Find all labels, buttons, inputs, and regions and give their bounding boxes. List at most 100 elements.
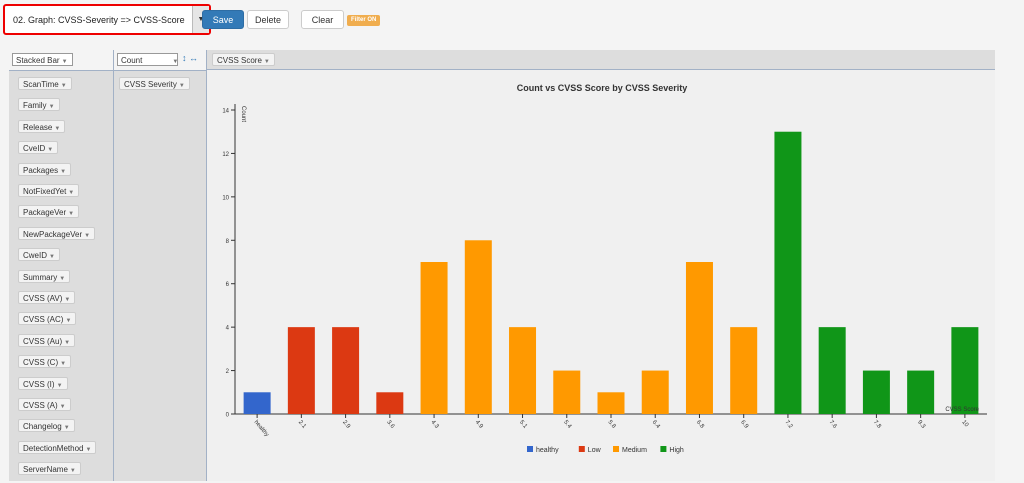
legend-label-high: High [669,447,684,454]
row-pill-label: CVSS Severity [124,80,177,89]
chevron-down-icon[interactable]: ▼ [85,446,92,453]
x-tick-label: 2.9 [341,419,351,430]
attribute-pill-label: CVSS (AC) [23,315,64,325]
attribute-pill-label: CVSS (A) [23,401,58,410]
x-tick-label: 4.9 [474,419,484,430]
attribute-pill[interactable]: CweID ▼ [18,248,60,262]
attribute-pill-label: DetectionMethod [23,443,84,453]
chevron-down-icon[interactable]: ▼ [54,125,61,132]
x-tick-label: 5.1 [518,419,528,430]
bar-medium-6.4 [641,370,669,414]
x-tick-label: 5.8 [606,419,616,430]
x-tick-label: 9.3 [916,419,926,430]
save-button[interactable]: Save [202,10,244,29]
legend-swatch-medium [613,446,619,452]
columns-drop-area[interactable]: CVSS Score ▼ [206,50,995,70]
attribute-pill[interactable]: Changelog ▼ [18,419,75,433]
attribute-pill-label: Summary [23,272,58,282]
attribute-pill-label: PackageVer [23,208,67,218]
attribute-pill[interactable]: NewPackageVer ▼ [18,226,96,240]
chevron-down-icon[interactable]: ▼ [178,83,185,89]
y-tick-label: 14 [222,109,229,115]
attribute-pill-label: CVSS (Au) [23,336,63,346]
attribute-pill-label: Release [23,122,53,132]
attribute-pill[interactable]: ScanTime ▼ [18,77,72,90]
chevron-down-icon[interactable]: ▼ [60,361,67,368]
chevron-down-icon[interactable]: ▼ [69,468,76,475]
chevron-down-icon: ▼ [172,59,179,65]
row-sort-icon[interactable]: ↕ [182,53,187,63]
chevron-down-icon[interactable]: ▼ [263,59,270,65]
attribute-pill[interactable]: CVSS (AV) ▼ [18,291,76,304]
attribute-pill[interactable]: Family ▼ [18,98,60,112]
legend-label-medium: Medium [622,447,647,454]
attribute-pill-label: CweID [23,251,48,261]
aggregator-select[interactable]: Count ▼ [117,53,178,66]
chevron-down-icon[interactable]: ▼ [60,83,67,89]
chevron-down-icon[interactable]: ▼ [65,318,72,325]
attribute-pill-label: CveID [23,144,46,154]
chevron-down-icon[interactable]: ▼ [64,297,71,303]
x-tick-label: healthy [253,419,270,438]
col-sort-icon[interactable]: ↔ [189,53,199,63]
legend-swatch-high [660,446,667,452]
bar-medium-4.3 [420,262,448,414]
chart-area: Count vs CVSS Score by CVSS Severity 0 2 4 6… [206,70,995,481]
attribute-pill[interactable]: NotFixedYet ▼ [18,184,80,197]
column-pill-cvss-score[interactable]: CVSS Score ▼ [212,53,275,66]
legend-swatch-low [578,446,585,452]
chevron-down-icon[interactable]: ▼ [84,232,91,239]
sort-order-icons[interactable]: ↕ ↔ [182,53,198,63]
bar-medium-6.8 [685,262,713,414]
chart-title: Count vs CVSS Score by CVSS Severity [517,83,688,93]
chevron-down-icon[interactable]: ▼ [68,190,75,196]
chevron-down-icon[interactable]: ▼ [49,254,55,261]
attribute-pill[interactable]: Summary ▼ [18,269,71,283]
column-pill-label: CVSS Score [217,56,262,65]
chevron-down-icon[interactable]: ▼ [68,211,75,218]
filter-status-badge: Filter ON [347,15,381,26]
chevron-down-icon[interactable]: ▼ [56,382,63,389]
delete-button[interactable]: Delete [247,10,289,29]
view-select-value: 02. Graph: CVSS-Severity => CVSS-Score [13,15,185,25]
x-tick-label: 7.2 [783,419,793,430]
attribute-pill[interactable]: CVSS (C) ▼ [18,355,72,369]
x-tick-label: 3.6 [385,419,395,430]
attribute-pill[interactable]: CVSS (AC) ▼ [18,312,77,326]
y-tick-label: 12 [222,152,229,158]
attribute-pill-label: CVSS (I) [23,379,55,389]
attribute-pill[interactable]: ServerName ▼ [18,462,81,476]
attribute-pill[interactable]: CVSS (I) ▼ [18,376,68,390]
chevron-down-icon[interactable]: ▼ [60,168,67,175]
attribute-pill[interactable]: Packages ▼ [18,162,72,176]
renderer-select[interactable]: Stacked Bar ▼ [12,53,73,66]
legend-label-healthy: healthy [536,447,559,454]
chevron-down-icon[interactable]: ▼ [59,275,66,282]
y-tick-label: 8 [226,239,230,245]
x-tick-label: 2.1 [297,419,307,430]
attribute-pill[interactable]: DetectionMethod ▼ [18,440,97,454]
unused-attributes-list[interactable]: ScanTime ▼ Family ▼ Release ▼ CveID ▼ Packages ▼ N… [9,70,113,481]
attribute-pill[interactable]: CveID ▼ [18,141,59,155]
row-pill-cvss-severity[interactable]: CVSS Severity ▼ [119,77,190,90]
chevron-down-icon[interactable]: ▼ [63,425,70,432]
stacked-bar-chart: Count vs CVSS Score by CVSS Severity 0 2 4 6… [222,83,987,454]
attribute-pill[interactable]: CVSS (Au) ▼ [18,333,76,347]
attribute-pill-label: Family [23,101,47,111]
x-tick-label: 6.4 [651,419,661,430]
chevron-down-icon[interactable]: ▼ [64,339,71,346]
toolbar: 02. Graph: CVSS-Severity => CVSS-Score ▼… [0,0,1024,44]
attribute-pill[interactable]: Release ▼ [18,119,66,133]
rows-drop-area[interactable]: CVSS Severity ▼ [113,70,206,481]
y-tick-label: 2 [226,369,230,375]
clear-button[interactable]: Clear [301,10,344,29]
bar-low-3.6 [376,392,404,414]
view-select[interactable]: 02. Graph: CVSS-Severity => CVSS-Score ▼ [3,4,211,35]
attribute-pill[interactable]: CVSS (A) ▼ [18,398,71,411]
attribute-pill[interactable]: PackageVer ▼ [18,205,80,219]
bar-medium-5.1 [509,327,537,414]
attribute-pill-label: NotFixedYet [23,187,67,196]
chevron-down-icon[interactable]: ▼ [59,404,66,410]
chevron-down-icon[interactable]: ▼ [47,147,54,154]
chevron-down-icon[interactable]: ▼ [48,104,55,111]
